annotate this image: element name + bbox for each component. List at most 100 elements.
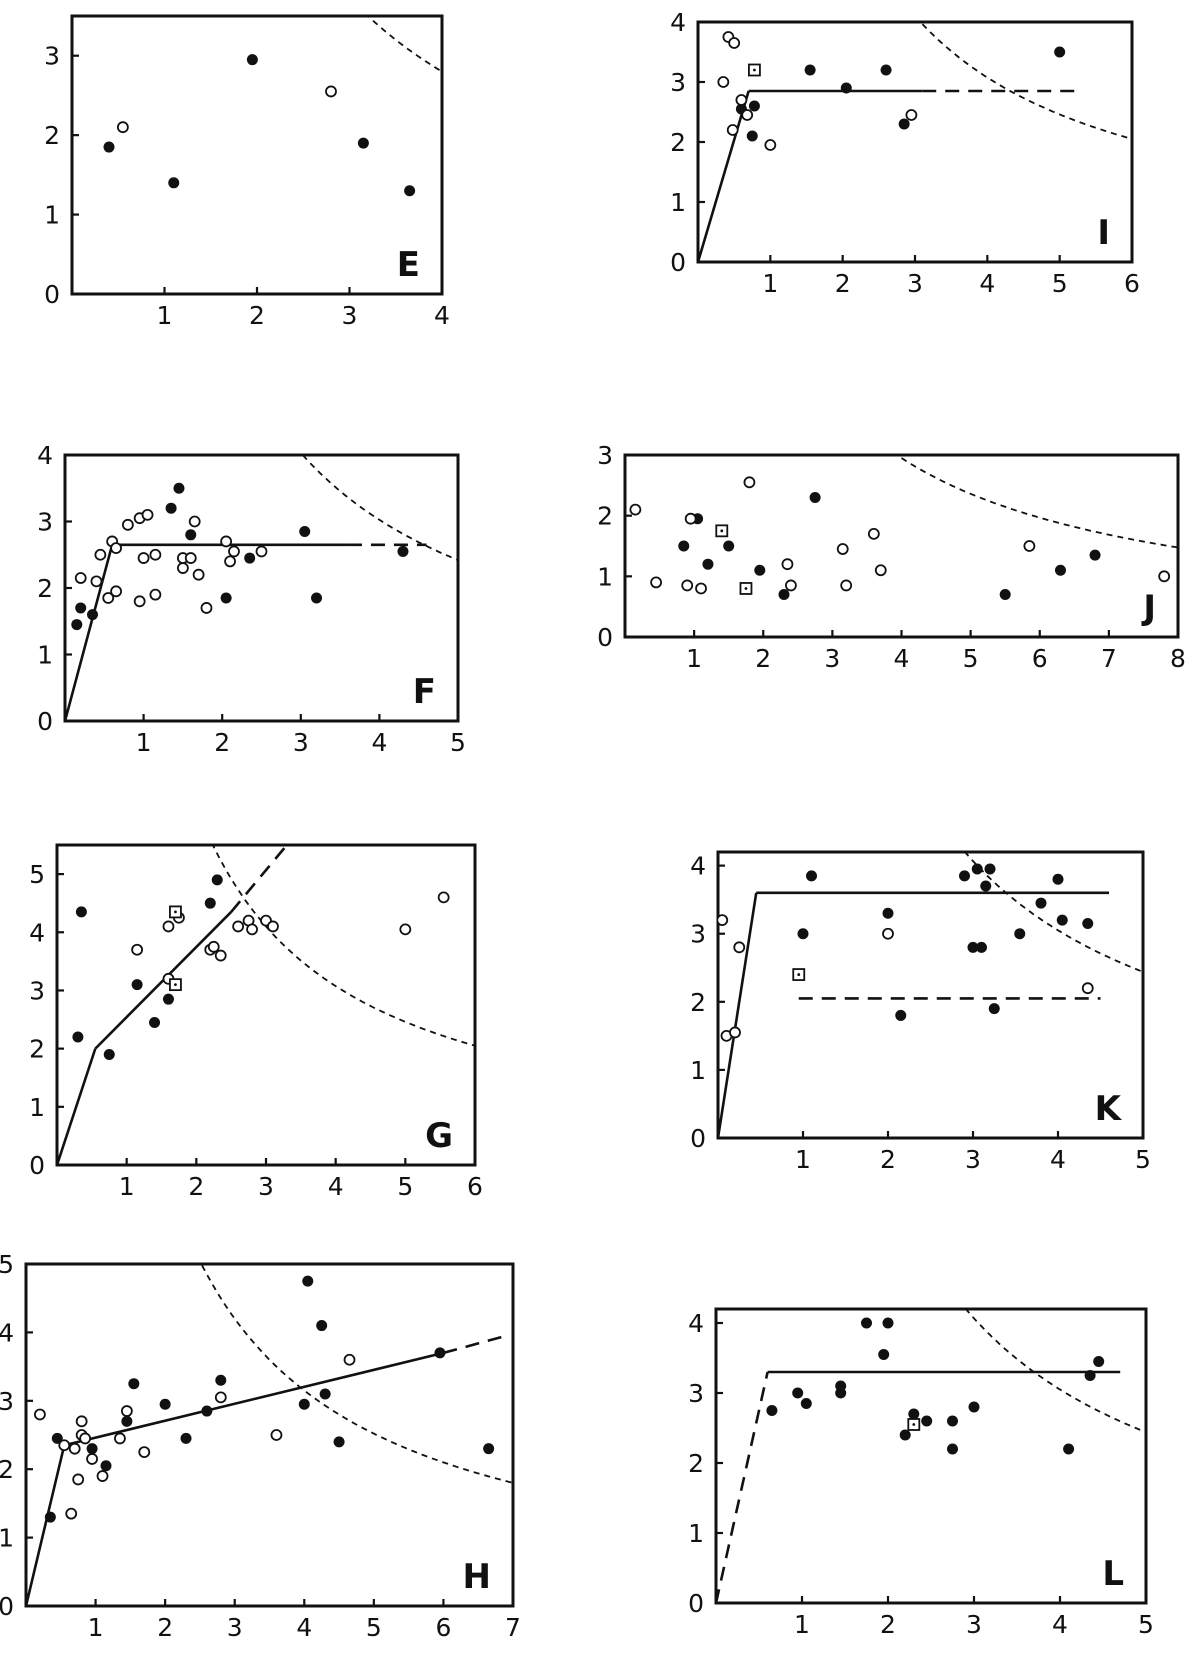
x-tick-label: 5 xyxy=(1138,1610,1154,1639)
panel-label: G xyxy=(425,1116,453,1156)
point-open xyxy=(220,535,233,548)
x-tick-label: 4 xyxy=(371,728,387,757)
x-tick-label: 6 xyxy=(1032,644,1048,673)
point-filled xyxy=(246,54,258,66)
x-tick-label: 4 xyxy=(296,1613,312,1642)
x-tick-label: 6 xyxy=(435,1613,451,1642)
point-filled xyxy=(128,1378,140,1390)
plot-area xyxy=(718,852,1143,1138)
point-filled xyxy=(180,1432,192,1444)
plot-area xyxy=(103,16,442,197)
point-open xyxy=(764,139,777,151)
y-tick-label: 3 xyxy=(29,976,45,1005)
point-filled xyxy=(984,863,996,875)
y-tick-label: 0 xyxy=(688,1589,704,1618)
point-filled xyxy=(880,64,892,76)
y-tick-label: 5 xyxy=(0,1250,14,1279)
point-filled xyxy=(159,1398,171,1410)
x-tick-label: 5 xyxy=(963,644,979,673)
panel-label: E xyxy=(397,245,420,285)
y-tick-label: 1 xyxy=(597,562,613,591)
point-open xyxy=(207,940,220,953)
point-filled xyxy=(702,558,714,570)
point-open xyxy=(629,503,642,516)
point-filled xyxy=(947,1415,958,1427)
point-open xyxy=(72,1473,85,1486)
point-filled xyxy=(878,1349,890,1360)
point-filled xyxy=(404,185,416,197)
x-tick-label: 3 xyxy=(966,1610,982,1639)
point-filled xyxy=(1035,897,1047,909)
point-filled xyxy=(861,1317,872,1329)
point-open xyxy=(214,949,227,962)
y-tick-label: 0 xyxy=(690,1124,706,1153)
chart-panel-e: 1 2 3 4 0 1 2 3 E xyxy=(44,14,450,330)
point-open xyxy=(437,891,450,904)
point-open xyxy=(94,548,107,561)
point-open xyxy=(114,1432,126,1445)
point-open xyxy=(781,558,794,571)
point-open xyxy=(270,1429,283,1441)
point-filled xyxy=(1054,46,1066,58)
point-filled xyxy=(86,1443,98,1455)
y-tick-label: 3 xyxy=(688,1379,704,1408)
x-tick-label: 3 xyxy=(824,644,840,673)
point-open xyxy=(131,943,144,956)
plot-frame xyxy=(63,453,460,723)
y-tick-label: 0 xyxy=(0,1592,14,1621)
x-tick-label: 3 xyxy=(965,1145,981,1174)
x-tick-label: 3 xyxy=(342,301,358,330)
point-open xyxy=(836,543,849,555)
plot-area xyxy=(57,845,475,1165)
point-open xyxy=(200,602,213,614)
point-open xyxy=(110,542,122,554)
x-tick-label: 1 xyxy=(762,269,778,298)
point-filled xyxy=(988,1003,1000,1015)
x-tick-label: 1 xyxy=(119,1172,135,1201)
fit-line-solid xyxy=(26,1444,66,1606)
y-tick-label: 2 xyxy=(690,988,706,1017)
point-filled xyxy=(1052,873,1064,885)
x-tick-label: 1 xyxy=(157,301,173,330)
point-open xyxy=(162,920,175,933)
point-open xyxy=(905,109,918,121)
point-filled xyxy=(1054,564,1066,576)
point-open xyxy=(399,923,412,936)
point-filled xyxy=(754,564,766,576)
point-open xyxy=(149,548,162,561)
y-tick-label: 3 xyxy=(597,441,613,470)
point-open xyxy=(65,1507,78,1520)
point-open xyxy=(735,94,748,106)
point-filled xyxy=(921,1415,933,1427)
point-open xyxy=(74,572,87,584)
point-filled xyxy=(71,619,83,631)
y-tick-label: 2 xyxy=(670,128,686,157)
point-filled xyxy=(316,1320,328,1332)
y-tick-label: 2 xyxy=(688,1449,704,1478)
point-filled xyxy=(1093,1356,1105,1367)
y-tick-label: 2 xyxy=(37,574,53,603)
panel-label: F xyxy=(413,672,436,712)
x-tick-label: 6 xyxy=(467,1172,483,1201)
x-tick-label: 8 xyxy=(1170,644,1186,673)
point-square-dot xyxy=(912,1423,916,1426)
y-tick-label: 1 xyxy=(670,188,686,217)
point-filled xyxy=(882,907,894,919)
fit-line-dashed xyxy=(716,1371,769,1603)
x-tick-label: 1 xyxy=(88,1613,104,1642)
y-tick-label: 3 xyxy=(44,42,60,71)
panel-label: J xyxy=(1141,588,1156,628)
y-tick-label: 1 xyxy=(690,1056,706,1085)
point-filled xyxy=(434,1347,446,1359)
point-square-dot xyxy=(174,983,177,987)
point-filled xyxy=(121,1415,133,1427)
point-filled xyxy=(980,880,992,892)
limit-curve xyxy=(211,845,475,1047)
point-filled xyxy=(835,1380,847,1392)
x-tick-label: 5 xyxy=(1135,1145,1151,1174)
y-tick-label: 0 xyxy=(44,280,60,309)
point-open xyxy=(726,124,739,136)
point-filled xyxy=(766,1405,778,1416)
y-tick-label: 1 xyxy=(37,641,53,670)
